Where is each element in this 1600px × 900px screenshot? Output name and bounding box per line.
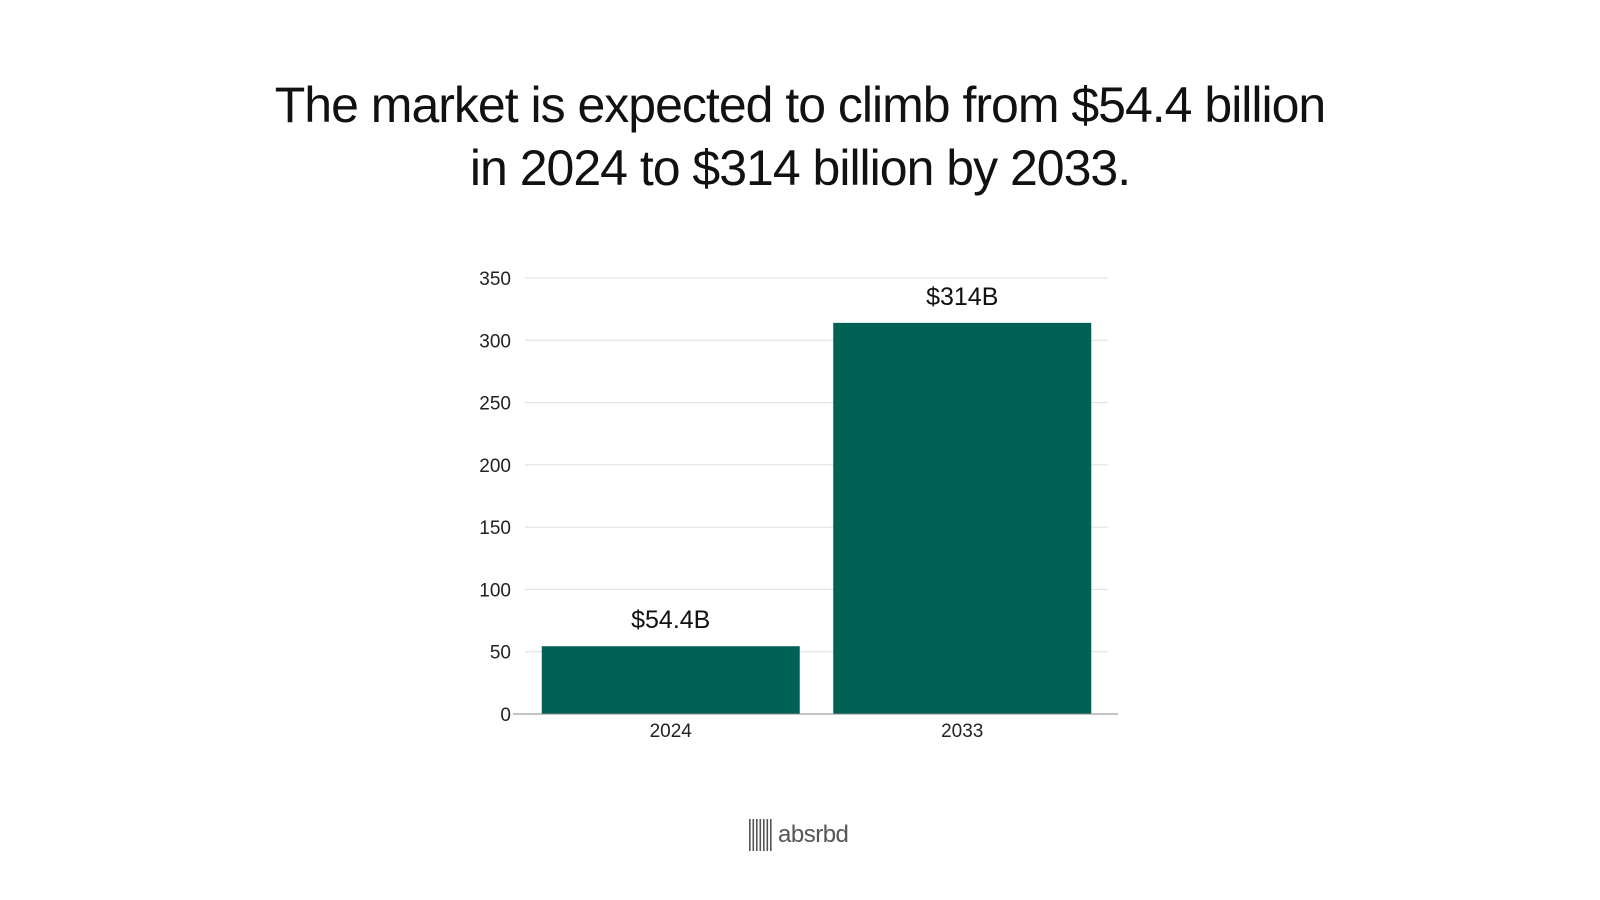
page-title: The market is expected to climb from $54…	[0, 74, 1600, 200]
brand-logo: absrbd	[749, 818, 849, 852]
bar-2033	[833, 322, 1092, 714]
y-axis-ticks: 0 50 100 150 200 250 300 350	[479, 269, 511, 726]
y-tick-label: 300	[479, 331, 511, 352]
y-tick-label: 250	[479, 394, 511, 415]
y-tick-label: 150	[479, 518, 511, 539]
x-axis-ticks: 2024 2033	[650, 721, 984, 742]
y-tick-label: 0	[500, 705, 511, 726]
data-label-2024: $54.4B	[631, 606, 710, 634]
data-label-2033: $314B	[926, 283, 998, 311]
data-labels: $54.4B $314B	[631, 283, 998, 634]
bars	[541, 322, 1092, 714]
title-line-2: in 2024 to $314 billion by 2033.	[469, 140, 1131, 196]
y-tick-label: 200	[479, 456, 511, 477]
y-tick-label: 350	[479, 269, 511, 290]
title-line-1: The market is expected to climb from $54…	[274, 77, 1327, 133]
x-tick-label-2024: 2024	[650, 721, 693, 742]
bar-2024	[541, 646, 800, 714]
barcode-icon	[749, 819, 772, 851]
logo-text: absrbd	[778, 821, 849, 848]
x-tick-label-2033: 2033	[941, 721, 983, 742]
y-tick-label: 100	[479, 580, 511, 601]
y-tick-label: 50	[490, 643, 511, 664]
